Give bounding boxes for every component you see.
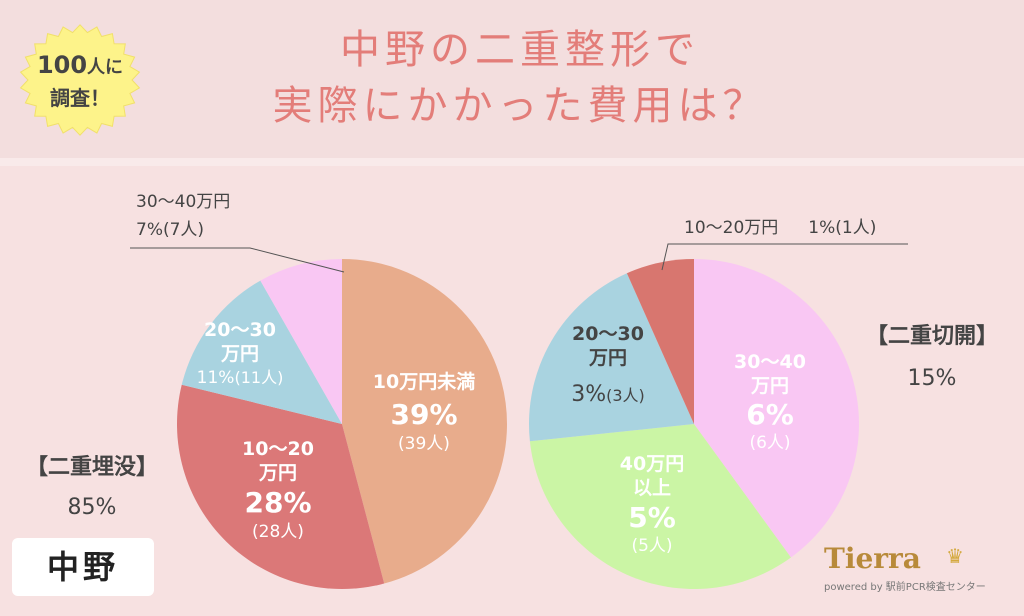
location-tag: 中野 [12,538,154,596]
header-band [0,0,1024,158]
title-line1: 中野の二重整形で [340,27,700,73]
header-divider [0,158,1024,166]
slice-label-c-line1: 万円 [588,347,627,369]
left-summary-label: 【二重埋没】 [25,455,158,480]
slice-pct-b: 28% [244,486,311,519]
right-summary: 【二重切開】 15% [852,316,1012,400]
crown-icon: ♛ [946,544,964,568]
callout-left-range: 30〜40万円 [136,192,231,212]
left-summary-value: 85% [67,495,117,520]
callout-left-small-slice: 30〜40万円 7%(7人) [136,188,230,244]
pie-slice-b [529,424,791,590]
pie-slice-a [342,259,508,584]
slice-pct-c: 3% [571,382,606,407]
slice-people-a: (6人) [749,433,790,453]
slice-value-c: 11%(11人) [197,368,284,388]
slice-people-c: (3人) [606,386,645,405]
slice-people-c: (11人) [234,368,283,387]
left-summary: 【二重埋没】 85% [12,448,172,528]
title-line2: 実際にかかった費用は？ [272,83,768,129]
slice-label-b-line0: 10〜20 [242,438,314,460]
logo: Tierra ♛ powered by 駅前PCR検査センター [818,540,998,600]
slice-label-c-line1: 万円 [220,343,259,365]
callout-leader-line [661,243,908,271]
slice-pct-a: 6% [746,398,794,431]
callout-leader-line [130,247,345,273]
slice-people-b: (5人) [631,536,672,556]
slice-pct-b: 5% [628,501,676,534]
badge-text: 100人に 調査！ [10,50,150,115]
badge-line2: 調査！ [50,86,110,110]
logo-sub: powered by 駅前PCR検査センター [824,582,986,593]
slice-people-a: (39人) [398,434,450,454]
right-summary-label: 【二重切開】 [865,324,998,349]
slice-label-b-line0: 40万円 [620,453,684,475]
callout-left-pct: 7% [136,220,163,240]
callout-left-values: 7%(7人) [136,216,230,244]
slice-label-c-line0: 20〜30 [204,319,276,341]
callout-right-range: 10〜20万円 [684,218,779,238]
pie-slice-b [177,384,385,590]
callout-right-small-slice: 10〜20万円 1%(1人) [684,214,876,242]
badge-count: 100 [36,51,88,79]
pie-chart-maisotsu: 10万円未満39%(39人)10〜20万円28%(28人)20〜30万円11%(… [130,247,508,590]
location-tag-text: 中野 [46,548,119,586]
slice-people-b: (28人) [252,522,304,542]
pie-slice-a [694,259,859,558]
slice-value-c: 3%(3人) [571,382,645,407]
logo-name: Tierra [824,542,921,575]
pie-slice-d [260,259,342,424]
callout-left-people: (7人) [162,220,205,240]
callout-right-people: (1人) [835,218,877,238]
slice-label-b-line1: 万円 [258,462,297,484]
badge-burst-icon [19,24,141,136]
slice-label-a-line1: 万円 [750,375,789,397]
pie-slice-d [626,259,694,424]
callout-right-pct: 1% [808,218,836,238]
page-title: 中野の二重整形で 実際にかかった費用は？ [160,22,880,134]
slice-label-a-line0: 10万円未満 [373,370,475,393]
slice-label-c-line0: 20〜30 [572,323,644,345]
survey-badge: 100人に 調査！ [10,18,150,142]
right-summary-value: 15% [907,366,957,391]
pie-slice-c [181,280,342,424]
slice-label-b-line1: 以上 [633,477,671,499]
slice-pct-a: 39% [390,398,457,431]
badge-unit: 人に [87,57,124,78]
pie-slice-c [528,273,694,442]
slice-label-a-line0: 30〜40 [734,351,806,373]
slice-pct-c: 11% [197,368,235,388]
